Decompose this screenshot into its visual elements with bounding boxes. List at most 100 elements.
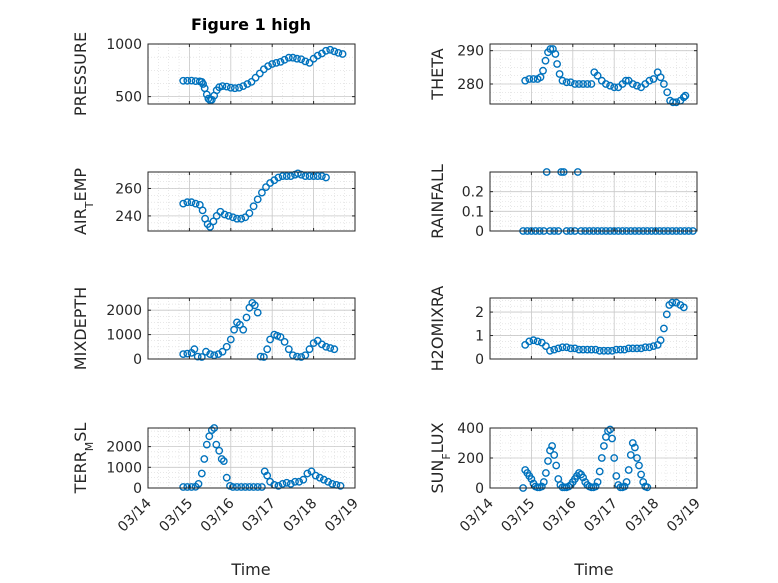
y-tick-label: 0.2 bbox=[462, 185, 484, 201]
data-point bbox=[330, 345, 339, 354]
y-axis-label: MIXDEPTH bbox=[71, 287, 90, 370]
data-point bbox=[183, 483, 192, 491]
x-tick-label: 03/19 bbox=[664, 496, 704, 536]
axes-box bbox=[147, 427, 356, 489]
data-point bbox=[635, 461, 643, 470]
data-point bbox=[628, 344, 637, 353]
grid bbox=[147, 428, 356, 489]
data-point bbox=[591, 345, 600, 354]
data-point bbox=[548, 442, 556, 450]
y-tick-label: 0 bbox=[475, 224, 484, 240]
data-point bbox=[257, 188, 266, 197]
data-point bbox=[222, 342, 231, 351]
data-point bbox=[637, 470, 645, 479]
y-axis-label: THETA bbox=[428, 48, 447, 100]
data-point bbox=[222, 82, 231, 91]
y-tick-label: 0 bbox=[475, 481, 484, 497]
data-point bbox=[286, 172, 295, 181]
data-point bbox=[215, 83, 224, 92]
data-point bbox=[202, 90, 211, 99]
data-point bbox=[608, 434, 616, 443]
data-point bbox=[301, 351, 310, 360]
data-point bbox=[230, 325, 239, 334]
y-tick-label: 2000 bbox=[106, 303, 142, 319]
data-point bbox=[183, 349, 192, 358]
data-point bbox=[204, 94, 213, 103]
data-point bbox=[660, 324, 668, 333]
data-point bbox=[259, 353, 268, 361]
data-point bbox=[624, 466, 633, 474]
plot-area bbox=[148, 172, 355, 231]
data-point bbox=[228, 213, 237, 222]
data-point bbox=[193, 352, 202, 361]
data-point bbox=[579, 473, 587, 482]
data-point bbox=[194, 479, 203, 488]
data-point bbox=[555, 70, 564, 78]
data-point bbox=[262, 183, 270, 192]
data-point bbox=[612, 472, 621, 480]
data-point bbox=[527, 475, 536, 483]
y-tick-label: 1000 bbox=[106, 37, 142, 53]
data-point bbox=[282, 172, 291, 181]
y-tick-label: 0 bbox=[133, 481, 142, 497]
data-point bbox=[293, 54, 301, 63]
data-point bbox=[210, 351, 219, 360]
data-point bbox=[218, 347, 227, 356]
data-point bbox=[253, 308, 262, 317]
data-point bbox=[253, 195, 262, 204]
subplot-air_temp: 240 260 AIRTEMP bbox=[71, 168, 356, 235]
data-point bbox=[303, 469, 312, 478]
data-point bbox=[620, 482, 629, 491]
data-point bbox=[550, 345, 559, 354]
data-point bbox=[206, 222, 215, 231]
data-point bbox=[608, 346, 616, 355]
data-point bbox=[209, 217, 218, 226]
data-point bbox=[542, 342, 550, 350]
y-tick-label: 280 bbox=[457, 77, 484, 93]
data-point bbox=[564, 482, 573, 491]
x-tick-label: 03/17 bbox=[239, 496, 279, 536]
data-point bbox=[237, 214, 246, 223]
data-point bbox=[220, 210, 229, 219]
subplot-h2omixra: 0 1 2 H2OMIXRA bbox=[428, 286, 698, 371]
data-point bbox=[297, 353, 306, 361]
data-point bbox=[322, 173, 330, 182]
data-point bbox=[280, 337, 289, 346]
y-tick-label: 500 bbox=[115, 90, 142, 106]
y-tick-label: 200 bbox=[457, 451, 484, 467]
data-point bbox=[205, 432, 214, 441]
data-point bbox=[222, 473, 231, 482]
data-point bbox=[179, 350, 188, 358]
y-tick-label: 0 bbox=[133, 352, 142, 368]
data-point bbox=[255, 69, 264, 78]
data-point bbox=[282, 478, 291, 487]
data-point bbox=[200, 455, 209, 463]
data-point bbox=[183, 76, 192, 85]
data-point bbox=[179, 199, 188, 208]
data-point bbox=[297, 55, 306, 64]
data-point bbox=[224, 211, 233, 220]
data-point bbox=[245, 483, 254, 491]
data-point bbox=[249, 202, 258, 211]
data-point bbox=[669, 98, 677, 107]
data-point bbox=[230, 84, 239, 93]
data-point bbox=[301, 57, 310, 66]
data-point bbox=[649, 342, 658, 350]
data-point bbox=[597, 454, 606, 462]
data-point bbox=[305, 59, 314, 67]
data-point bbox=[235, 83, 244, 92]
subplot-pressure: 500 1000 PRESSURE bbox=[71, 32, 356, 116]
y-tick-label: 1000 bbox=[106, 328, 142, 344]
data-point bbox=[272, 59, 281, 67]
data-point bbox=[278, 479, 287, 488]
data-point bbox=[600, 346, 608, 355]
data-point bbox=[179, 76, 188, 85]
data-point bbox=[317, 172, 326, 181]
data-point bbox=[228, 483, 237, 491]
x-tick-label: 03/18 bbox=[281, 496, 321, 536]
data-point bbox=[241, 483, 250, 491]
axes-box bbox=[147, 171, 356, 232]
data-point bbox=[558, 76, 567, 85]
